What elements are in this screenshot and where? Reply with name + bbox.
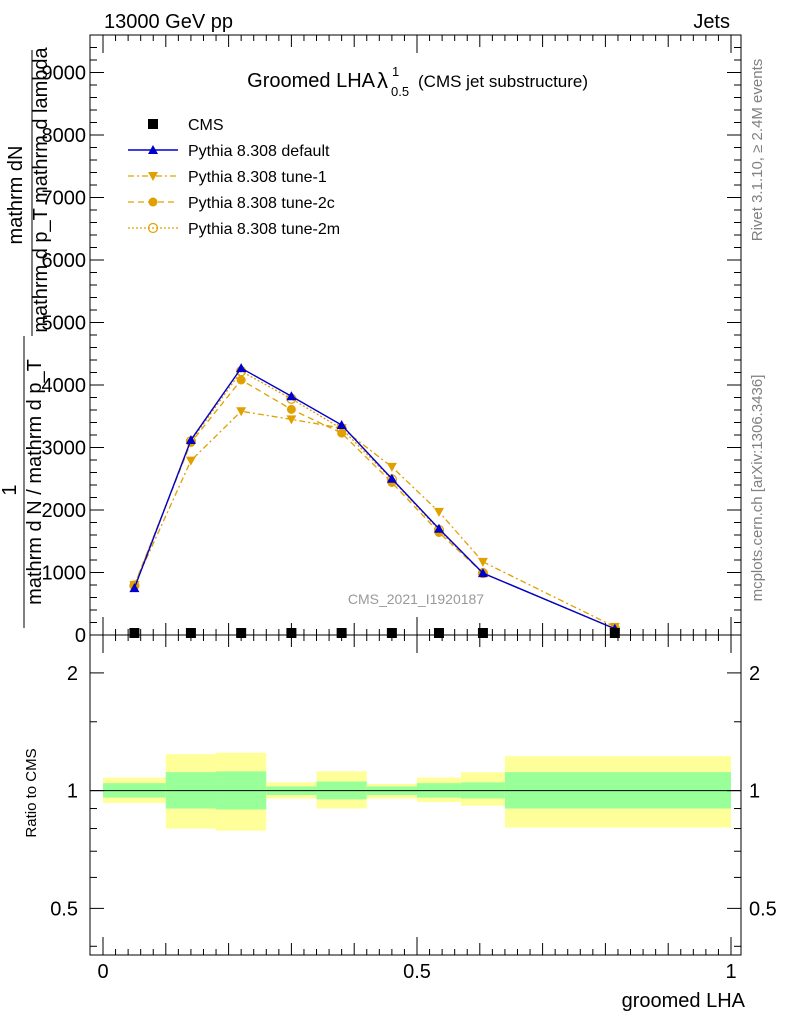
series-point-pythia-8-308-default	[236, 363, 247, 373]
legend-marker-pythia-8-308-default	[148, 145, 158, 154]
main-title: Groomed LHA λ 1 0.5 (CMS jet substructur…	[247, 64, 588, 99]
main-y-tick-label: 2000	[42, 500, 87, 522]
series-point-cms	[609, 628, 620, 638]
legend-label-cms: CMS	[188, 117, 224, 134]
ratio-y-tick-label-right: 0.5	[749, 898, 777, 920]
main-y-tick-label: 4000	[42, 375, 87, 397]
ratio-y-tick-label-right: 2	[749, 663, 760, 685]
x-tick-label: 1	[725, 961, 736, 983]
main-y-tick-label: 6000	[42, 250, 87, 272]
series-point-pythia-8-308-default	[477, 568, 488, 578]
series-point-pythia-8-308-tune-1	[477, 557, 488, 567]
ratio-y-tick-label-right: 1	[749, 781, 760, 803]
series-point-cms	[477, 628, 488, 638]
series-point-pythia-8-308-tune-1	[236, 407, 247, 417]
source-label: mcplots.cern.ch [arXiv:1306.3436]	[749, 375, 766, 602]
series-point-pythia-8-308-default	[433, 523, 444, 533]
data-series	[129, 363, 620, 638]
series-point-cms	[129, 628, 140, 638]
title-main: Groomed LHA	[247, 70, 375, 92]
series-point-pythia-8-308-tune-2c	[286, 404, 296, 414]
legend-marker-pythia-8-308-tune-1	[148, 172, 158, 181]
legend-label-pythia-8-308-default: Pythia 8.308 default	[188, 143, 330, 160]
main-y-tick-label: 9000	[42, 63, 87, 85]
analysis-watermark: CMS_2021_I1920187	[348, 591, 484, 607]
series-point-pythia-8-308-tune-1	[386, 462, 397, 472]
series-point-cms	[386, 628, 397, 638]
series-line-pythia-8-308-default	[133, 367, 616, 630]
series-point-pythia-8-308-default	[129, 583, 140, 593]
header-process: 13000 GeV pp	[104, 11, 233, 33]
ratio-y-tick-label: 2	[67, 663, 78, 685]
series-point-cms	[286, 628, 297, 638]
series-point-pythia-8-308-default	[386, 473, 397, 483]
ratio-y-tick-label: 0.5	[50, 898, 78, 920]
main-y-tick-label: 3000	[42, 438, 87, 460]
ylabel-one: 1	[0, 484, 21, 495]
legend-label-pythia-8-308-tune-2c: Pythia 8.308 tune-2c	[188, 195, 335, 212]
series-point-cms	[236, 628, 247, 638]
series-point-pythia-8-308-tune-2c	[236, 375, 246, 385]
rivet-version-label: Rivet 3.1.10, ≥ 2.4M events	[749, 59, 766, 242]
ratio-y-axis-label: Ratio to CMS	[23, 748, 40, 837]
main-y-tick-label: 7000	[42, 188, 87, 210]
series-point-cms	[185, 628, 196, 638]
series-point-pythia-8-308-default	[286, 391, 297, 401]
axis-ticks: 0 1000 2000 3000 4000 5000 6000 7000 8000 9000 0 0.…	[42, 34, 777, 983]
series-point-pythia-8-308-default	[336, 420, 347, 429]
main-y-tick-label: 5000	[42, 313, 87, 335]
main-y-tick-label: 1000	[42, 563, 87, 585]
series-point-cms	[433, 628, 444, 638]
legend-label-pythia-8-308-tune-1: Pythia 8.308 tune-1	[188, 169, 327, 186]
title-lambda: λ	[377, 68, 388, 93]
legend-label-pythia-8-308-tune-2m: Pythia 8.308 tune-2m	[188, 221, 340, 238]
legend: CMS Pythia 8.308 default Pythia 8.308 tune…	[128, 117, 340, 238]
legend-marker-pythia-8-308-tune-2m	[147, 222, 159, 234]
title-sup: 1	[392, 64, 399, 79]
ylabel-numerator: mathrm dN	[5, 146, 27, 245]
ratio-uncertainty-bands	[90, 752, 741, 831]
main-y-tick-label: 8000	[42, 125, 87, 147]
series-point-pythia-8-308-tune-1	[286, 415, 297, 425]
title-sub: 0.5	[391, 84, 409, 99]
main-y-axis-label: mathrm dN mathrm d p_T mathrm d lambda 1…	[0, 46, 52, 628]
header-observable-group: Jets	[693, 11, 730, 33]
series-point-cms	[336, 628, 347, 638]
x-tick-label: 0	[97, 961, 108, 983]
series-point-pythia-8-308-default	[185, 435, 196, 444]
series-point-pythia-8-308-tune-1	[433, 507, 444, 517]
legend-marker-pythia-8-308-tune-2c	[148, 197, 158, 207]
ratio-y-tick-label: 1	[67, 781, 78, 803]
main-y-tick-label: 0	[75, 625, 86, 647]
ratio-plot-frame	[89, 634, 742, 956]
x-tick-label: 0.5	[403, 961, 431, 983]
series-line-pythia-8-308-tune-2c	[133, 379, 616, 630]
x-axis-label: groomed LHA	[622, 990, 746, 1012]
ylabel-denominator-1: mathrm d p_T mathrm d lambda	[30, 46, 52, 332]
ylabel-denominator-2: mathrm d N / mathrm d p_T	[24, 359, 46, 605]
title-suffix: (CMS jet substructure)	[418, 72, 588, 91]
series-point-pythia-8-308-tune-1	[185, 456, 196, 466]
legend-marker-cms	[148, 119, 158, 129]
